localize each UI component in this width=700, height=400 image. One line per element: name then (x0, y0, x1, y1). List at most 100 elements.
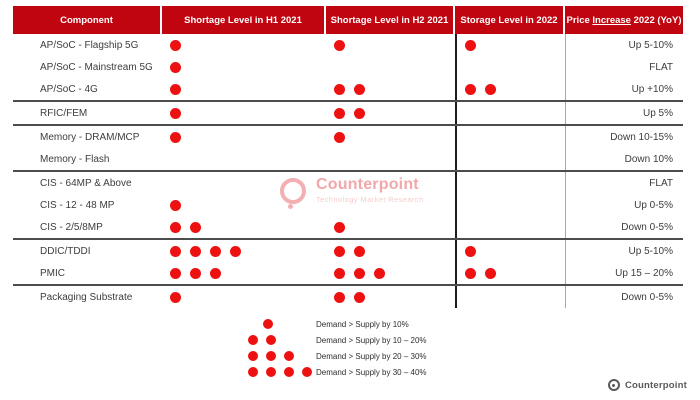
table-row: RFIC/FEM Up 5% (13, 100, 683, 124)
shortage-dot (210, 245, 221, 257)
component-label: Memory - DRAM/MCP (40, 131, 140, 143)
table-row: Memory - Flash Down 10% (13, 148, 683, 170)
component-label: Packaging Substrate (40, 291, 133, 303)
header-shortage-h1-2021: Shortage Level in H1 2021 (162, 6, 326, 34)
shortage-dot (210, 267, 221, 279)
component-shortage-table: Component Shortage Level in H1 2021 Shor… (13, 6, 683, 308)
component-label: PMIC (40, 267, 65, 279)
shortage-dot (465, 267, 476, 279)
table-header: Component Shortage Level in H1 2021 Shor… (13, 6, 683, 34)
legend-label: Demand > Supply by 20 – 30% (316, 351, 427, 361)
table-row: Memory - DRAM/MCP Down 10-15% (13, 124, 683, 148)
h1-dots-cell (162, 194, 326, 216)
legend-label: Demand > Supply by 10% (316, 319, 409, 329)
footer-brand-label: Counterpoint (624, 379, 687, 391)
legend-dot (248, 351, 258, 361)
shortage-dot (190, 267, 201, 279)
shortage-dot (334, 245, 345, 257)
legend-dots (248, 319, 312, 329)
legend-dots (248, 335, 312, 345)
table-row: Packaging Substrate Down 0-5% (13, 284, 683, 308)
shortage-dot (334, 107, 345, 119)
h1-dots-cell (162, 102, 326, 124)
legend-label: Demand > Supply by 10 – 20% (316, 335, 427, 345)
shortage-dot (354, 267, 365, 279)
price-cell: FLAT (565, 56, 683, 78)
shortage-dot (334, 39, 345, 51)
component-cell: CIS - 64MP & Above (13, 172, 162, 194)
h2-dots-cell (326, 126, 455, 148)
price-value: Up +10% (631, 83, 673, 95)
price-value: FLAT (649, 61, 673, 73)
price-value: Up 0-5% (634, 199, 673, 211)
price-cell: FLAT (565, 172, 683, 194)
shortage-dot (465, 39, 476, 51)
legend-label: Demand > Supply by 30 – 40% (316, 367, 427, 377)
price-cell: Up +10% (565, 78, 683, 100)
table-body: AP/SoC - Flagship 5G Up 5-10% AP/SoC - M… (13, 34, 683, 308)
logo-ring (280, 178, 306, 204)
legend-dots (248, 367, 312, 377)
legend-dot (266, 367, 276, 377)
h2-dots-cell (326, 172, 455, 194)
shortage-dot (334, 83, 345, 95)
storage-dots-cell (455, 126, 565, 148)
component-cell: Memory - DRAM/MCP (13, 126, 162, 148)
legend-item: Demand > Supply by 10 – 20% (248, 332, 427, 348)
shortage-dot (190, 245, 201, 257)
h1-dots-cell (162, 286, 326, 308)
price-cell: Up 0-5% (565, 194, 683, 216)
shortage-dot (334, 291, 345, 303)
shortage-dot (485, 267, 496, 279)
component-cell: PMIC (13, 262, 162, 284)
shortage-dot (170, 267, 181, 279)
shortage-dot (374, 267, 385, 279)
component-cell: Memory - Flash (13, 148, 162, 170)
table-row: CIS - 64MP & Above FLAT (13, 170, 683, 194)
h2-dots-cell (326, 216, 455, 238)
h2-dots-cell (326, 286, 455, 308)
price-cell: Up 5% (565, 102, 683, 124)
storage-dots-cell (455, 78, 565, 100)
component-cell: Packaging Substrate (13, 286, 162, 308)
counterpoint-watermark-logo-icon (280, 176, 310, 210)
shortage-dot (170, 107, 181, 119)
shortage-dot (170, 39, 181, 51)
header-shortage-h2-2021: Shortage Level in H2 2021 (326, 6, 455, 34)
table-row: CIS - 2/5/8MP Down 0-5% (13, 216, 683, 238)
table-row: AP/SoC - Flagship 5G Up 5-10% (13, 34, 683, 56)
storage-dots-cell (455, 148, 565, 170)
table-row: AP/SoC - 4G Up +10% (13, 78, 683, 100)
shortage-dot (465, 245, 476, 257)
h1-dots-cell (162, 56, 326, 78)
storage-dots-cell (455, 240, 565, 262)
component-label: Memory - Flash (40, 153, 110, 165)
shortage-dot (485, 83, 496, 95)
logo-dot (288, 204, 293, 209)
shortage-dot (170, 131, 181, 143)
h1-dots-cell (162, 172, 326, 194)
price-value: Up 5-10% (628, 39, 673, 51)
component-cell: AP/SoC - Flagship 5G (13, 34, 162, 56)
shortage-dot (230, 245, 241, 257)
price-value: Up 5% (642, 107, 673, 119)
table-row: PMIC Up 15 – 20% (13, 262, 683, 284)
legend: Demand > Supply by 10% Demand > Supply b… (248, 316, 427, 380)
watermark: Counterpoint Technology Market Research (280, 176, 424, 210)
storage-dots-cell (455, 194, 565, 216)
shortage-dot (170, 199, 181, 211)
legend-dot (266, 335, 276, 345)
h2-dots-cell (326, 34, 455, 56)
h2-dots-cell (326, 102, 455, 124)
shortage-dot (170, 221, 181, 233)
component-cell: CIS - 2/5/8MP (13, 216, 162, 238)
h1-dots-cell (162, 262, 326, 284)
header-component: Component (13, 6, 162, 34)
storage-dots-cell (455, 34, 565, 56)
price-value: Up 5-10% (628, 245, 673, 257)
shortage-dot (334, 221, 345, 233)
legend-dot (248, 367, 258, 377)
price-value: Down 10-15% (610, 131, 673, 143)
storage-dots-cell (455, 56, 565, 78)
legend-dot (263, 319, 273, 329)
